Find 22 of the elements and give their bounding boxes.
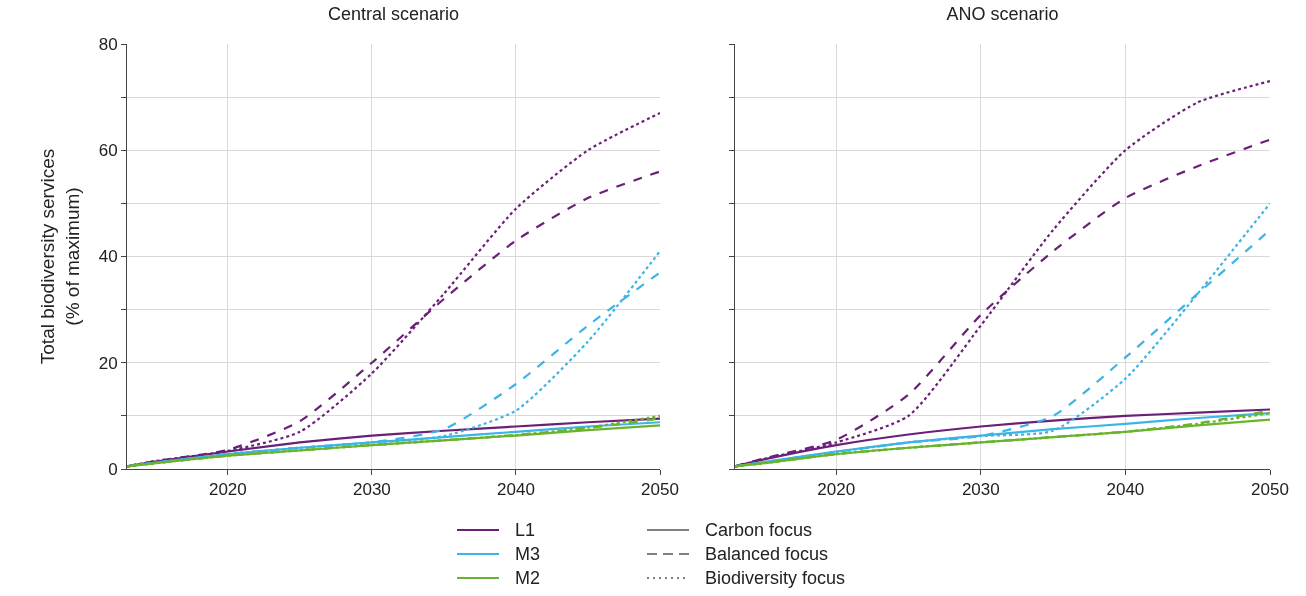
text: Carbon focus xyxy=(705,519,813,541)
y-axis-title: Total biodiversity services (% of maximum) xyxy=(36,148,83,365)
text: Balanced focus xyxy=(705,543,829,565)
chart-title: Central scenario xyxy=(327,4,460,25)
text: L1 xyxy=(515,519,536,541)
text: Biodiversity focus xyxy=(705,567,846,589)
text: M3 xyxy=(515,543,541,565)
x-tick-label: 2050 xyxy=(641,480,679,500)
x-tick-label: 2040 xyxy=(1106,480,1145,500)
y-tick-label: 40 xyxy=(98,247,118,267)
x-tick-label: 2030 xyxy=(961,480,1000,500)
x-tick-label: 2040 xyxy=(497,480,535,500)
y-tick-label: 0 xyxy=(108,459,118,479)
x-tick-label: 2050 xyxy=(1251,480,1289,500)
y-tick-label: 80 xyxy=(98,34,118,54)
x-tick-label: 2030 xyxy=(352,480,391,500)
x-tick-label: 2020 xyxy=(208,480,247,500)
chart-title: ANO scenario xyxy=(946,4,1059,25)
x-tick-label: 2020 xyxy=(817,480,856,500)
y-tick-label: 20 xyxy=(98,353,118,373)
text: M2 xyxy=(515,567,541,589)
y-tick-label: 60 xyxy=(98,141,118,161)
